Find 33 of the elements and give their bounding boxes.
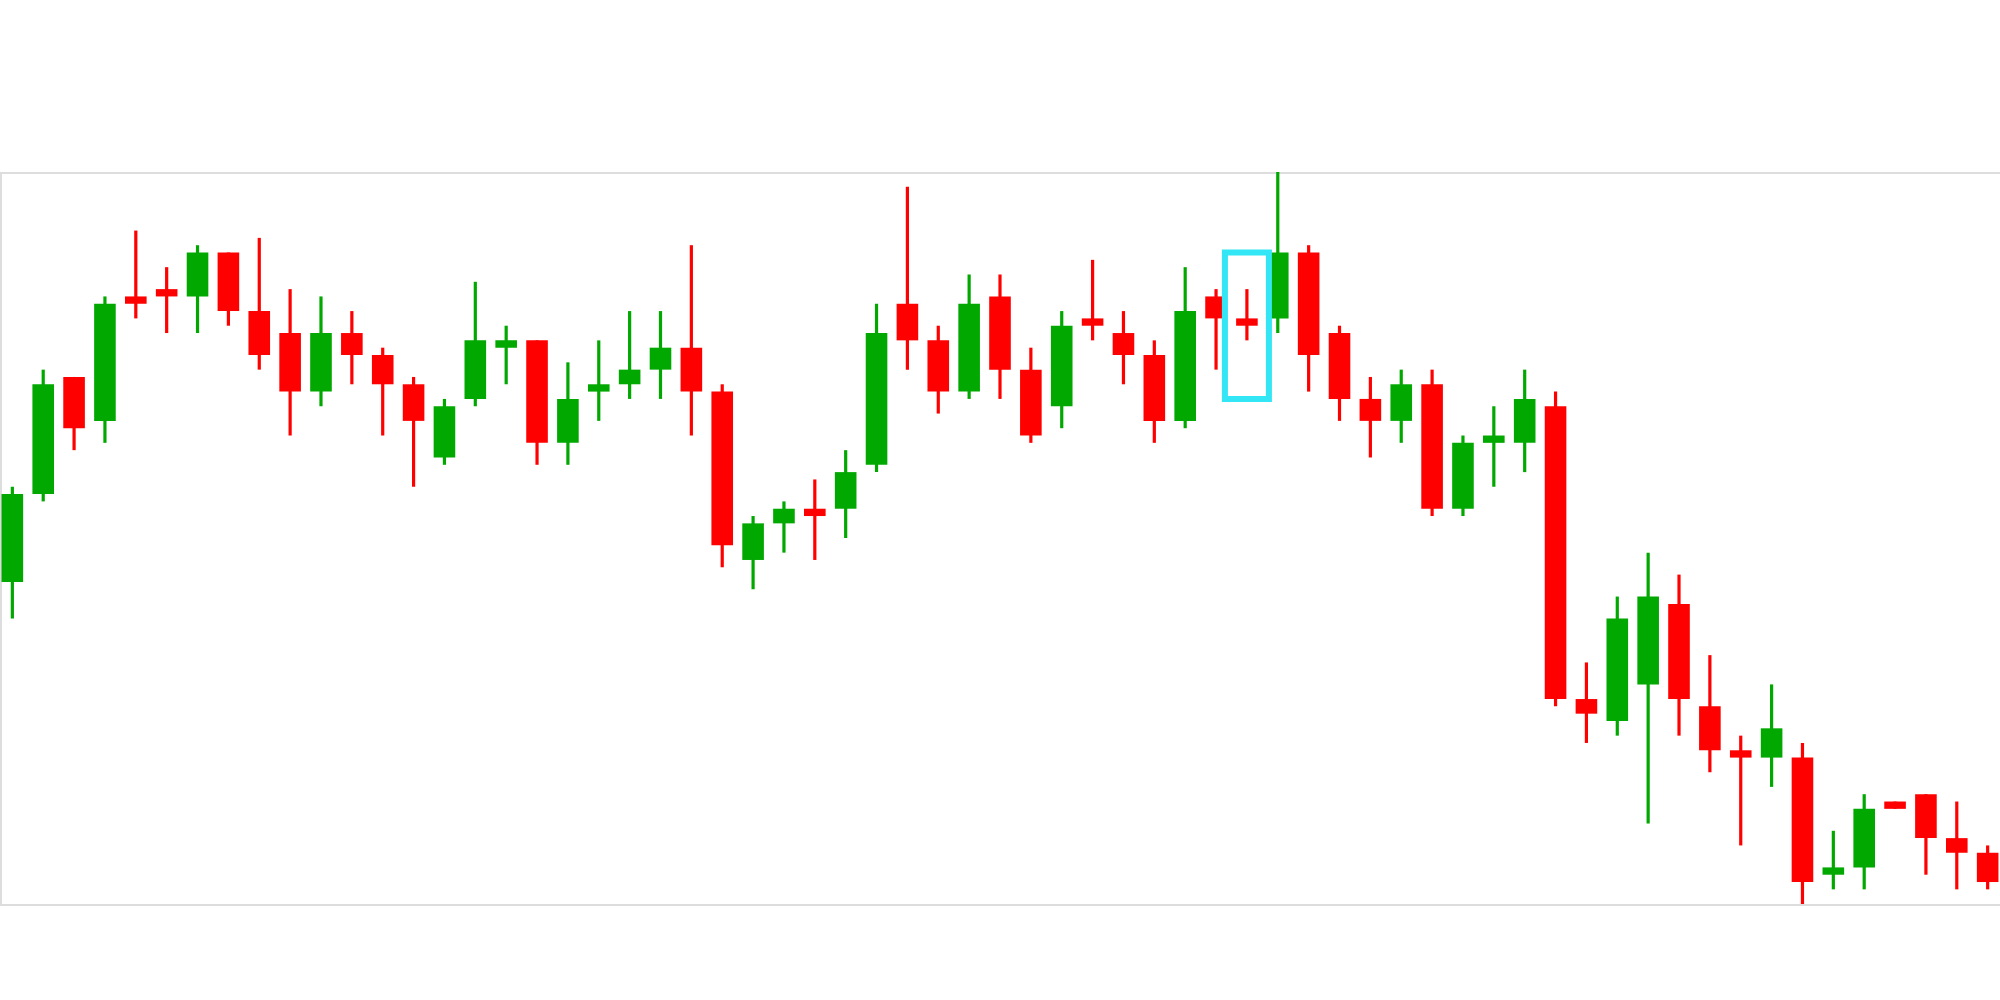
candlestick <box>248 236 271 372</box>
candlestick <box>557 360 579 467</box>
candlestick <box>834 448 857 540</box>
candlestick <box>1976 843 1999 891</box>
candlestick <box>1699 653 1721 774</box>
candlestick <box>680 243 703 438</box>
candlestick <box>1822 829 1845 891</box>
candlestick <box>1513 368 1536 474</box>
candlestick <box>896 185 919 372</box>
candlestick <box>1359 375 1382 460</box>
candlestick <box>371 346 394 438</box>
candlestick <box>1729 734 1752 848</box>
candlestick <box>155 265 178 335</box>
candlestick <box>1236 287 1258 342</box>
candlestick <box>649 309 672 401</box>
candlestick <box>804 477 826 562</box>
candlestick <box>341 309 363 386</box>
candlestick <box>742 514 764 591</box>
candlestick <box>1760 682 1783 789</box>
candlestick <box>186 243 209 335</box>
candlestick <box>618 309 641 401</box>
candlestick <box>1575 660 1598 745</box>
candlestick <box>1112 309 1135 386</box>
candlestick <box>1081 258 1104 342</box>
candlestick <box>1915 792 1937 877</box>
candlestick <box>773 499 795 555</box>
candlestick <box>495 324 517 386</box>
candlestick <box>402 375 425 489</box>
candlestick <box>1483 404 1505 489</box>
candlestick <box>587 338 610 423</box>
candlestick <box>125 228 147 320</box>
candlestick <box>1390 368 1413 445</box>
candlestick <box>1945 799 1968 891</box>
